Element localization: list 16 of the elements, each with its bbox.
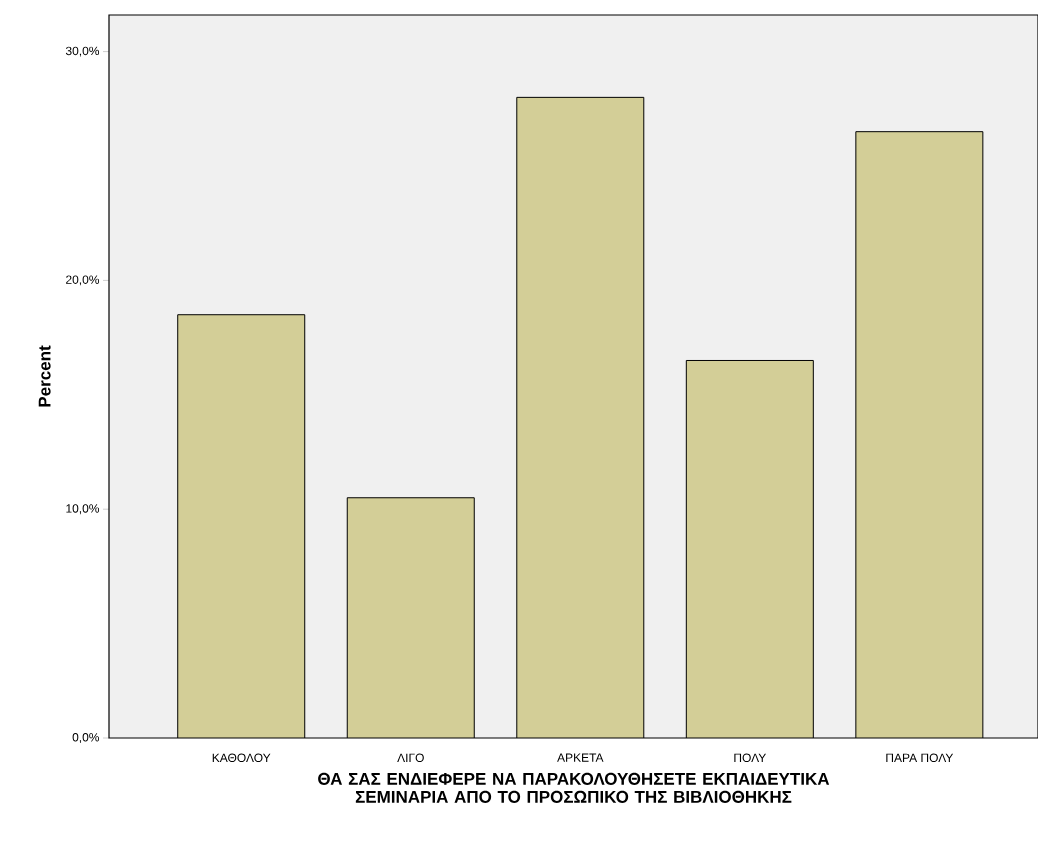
bar [346, 497, 475, 738]
x-axis-title: ΘΑ ΣΑΣ ΕΝΔΙΕΦΕΡΕ ΝΑ ΠΑΡΑΚΟΛΟΥΘΗΣΕΤΕ ΕΚΠΑΙΔΕΥΤΙΚΑ ΣΕΜΙΝΑΡΙΑ ΑΠΟ ΤΟ ΠΡΟΣΩΠΙΚΟ ΤΗΣ ΒΙΒΛΙΟΘΗΚΗΣ [318, 772, 830, 803]
x-tick-label: ΠΟΛΥ [734, 753, 767, 763]
x-tick-label: ΛΙΓΟ [397, 753, 424, 763]
bar [177, 314, 305, 738]
y-tick-label: 30,0% [65, 46, 100, 57]
bar [855, 131, 984, 738]
y-tick-label: 0,0% [72, 733, 100, 743]
x-tick-label: ΑΡΚΕΤΑ [557, 753, 604, 762]
y-tick-label: 20,0% [66, 275, 100, 286]
x-tick-label: ΠΑΡΑ ΠΟΛΥ [886, 753, 954, 763]
bar [685, 359, 814, 738]
y-tick-label: 10,0% [66, 504, 100, 515]
bar [516, 96, 645, 738]
y-axis-title: Percent [38, 345, 51, 407]
x-tick-label: ΚΑΘΟΛΟΥ [212, 753, 271, 763]
